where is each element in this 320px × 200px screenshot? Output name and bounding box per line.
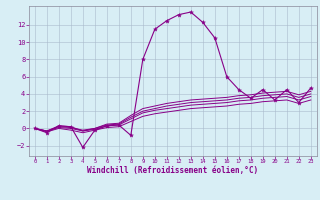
X-axis label: Windchill (Refroidissement éolien,°C): Windchill (Refroidissement éolien,°C)	[87, 166, 258, 175]
